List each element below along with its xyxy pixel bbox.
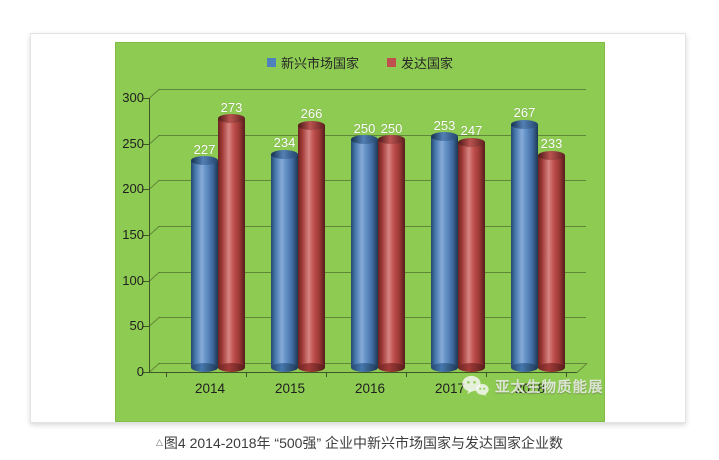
legend-label: 新兴市场国家 (280, 56, 359, 71)
x-axis-tick (566, 372, 567, 377)
watermark-text: 亚太生物质能展 (495, 379, 604, 396)
legend-item: 发达国家 (387, 53, 453, 72)
floor-depth-line (576, 363, 588, 373)
y-axis-tick (143, 143, 149, 145)
bar-value-label: 267 (513, 105, 536, 121)
legend-swatch-icon (266, 58, 276, 67)
axis-depth-line (148, 317, 160, 328)
axis-depth-line (148, 89, 160, 99)
bar-value-label: 253 (433, 117, 456, 133)
legend-swatch-icon (387, 58, 396, 67)
x-axis-label: 2016 (354, 381, 386, 396)
axis-depth-line (148, 226, 160, 236)
x-axis-tick (486, 372, 487, 377)
x-axis-tick (166, 372, 167, 377)
axis-depth-line (148, 180, 160, 191)
x-axis-label: 2014 (194, 381, 226, 396)
x-axis-tick (406, 372, 407, 377)
caption-marker: △ (155, 437, 163, 447)
bar-value-label: 233 (540, 136, 563, 152)
x-axis-tick (246, 372, 247, 377)
legend-label: 发达国家 (401, 56, 454, 71)
bar-发达国家-2018 (538, 150, 565, 373)
x-axis-line (149, 372, 577, 373)
bar-发达国家-2016 (378, 135, 405, 373)
y-axis-tick-label: 300 (122, 90, 144, 105)
bar-发达国家-2014 (218, 114, 245, 373)
x-axis-tick (326, 372, 327, 377)
watermark: 亚太生物质能展 (462, 375, 604, 397)
y-axis-tick (143, 189, 149, 191)
y-axis-tick-label: 150 (122, 227, 144, 242)
bar-value-label: 250 (380, 120, 403, 136)
bar-新兴市场国家-2014 (191, 156, 218, 373)
bar-新兴市场国家-2016 (351, 135, 378, 373)
y-axis-tick-label: 50 (129, 318, 144, 334)
y-axis-tick (143, 372, 149, 373)
y-axis-tick-label: 100 (122, 272, 144, 288)
axis-depth-line (148, 271, 160, 282)
figure-caption: △图4 2014-2018年 “500强” 企业中新兴市场国家与发达国家企业数 (0, 433, 719, 453)
legend-item: 新兴市场国家 (266, 53, 359, 72)
x-axis-label: 2018 (514, 381, 546, 396)
axis-depth-line (148, 134, 160, 145)
y-axis-tick-label: 250 (122, 135, 144, 151)
y-axis-tick-label: 0 (136, 364, 144, 379)
bar-新兴市场国家-2018 (511, 119, 538, 373)
y-axis-line (149, 98, 150, 372)
bar-发达国家-2015 (298, 120, 325, 373)
bar-新兴市场国家-2015 (271, 149, 298, 373)
y-axis-tick (143, 326, 149, 328)
plot-area: 0 50 100 150 200 250 300 227 273 2014 234 266 2015 25… (116, 43, 604, 421)
bar-value-label: 234 (273, 135, 296, 151)
legend: 新兴市场国家 发达国家 (116, 53, 604, 72)
y-axis-tick-label: 200 (122, 181, 144, 197)
x-axis-label: 2017 (434, 381, 466, 396)
bar-新兴市场国家-2017 (431, 132, 458, 373)
chart-canvas: 新兴市场国家 发达国家 0 50 100 150 200 250 300 227 273 2014 2… (115, 42, 605, 422)
bar-value-label: 273 (220, 99, 243, 115)
bar-value-label: 250 (353, 120, 376, 136)
x-axis-label: 2015 (274, 381, 306, 396)
bar-value-label: 227 (193, 141, 216, 157)
y-axis-tick (143, 98, 149, 99)
bar-value-label: 266 (300, 106, 323, 122)
gridline (159, 89, 586, 90)
chart-card: 新兴市场国家 发达国家 0 50 100 150 200 250 300 227 273 2014 2… (30, 33, 686, 423)
bar-发达国家-2017 (458, 137, 485, 373)
caption-text: 图4 2014-2018年 “500强” 企业中新兴市场国家与发达国家企业数 (163, 435, 563, 451)
wechat-icon (462, 375, 489, 397)
y-axis-tick (143, 280, 149, 282)
y-axis-tick (143, 235, 149, 236)
bar-value-label: 247 (460, 123, 483, 139)
